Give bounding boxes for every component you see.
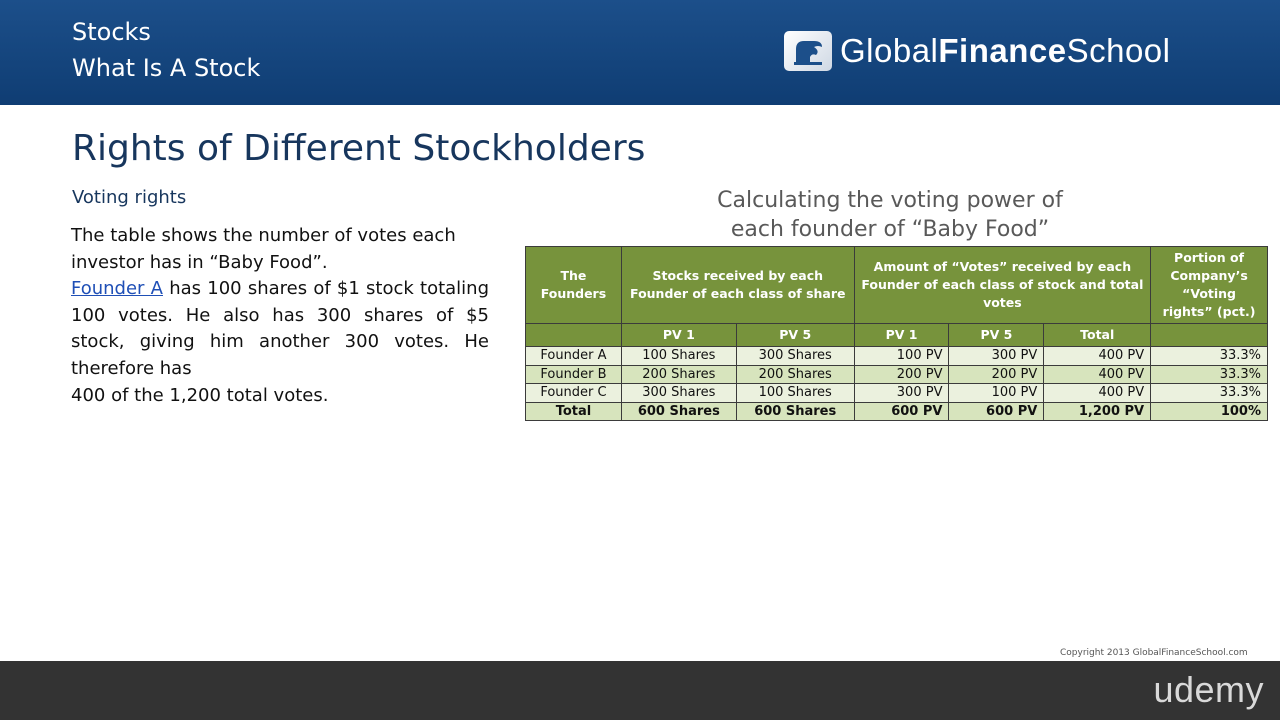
explanation-paragraph: The table shows the number of votes each… [71,223,489,409]
cell-pv5-votes: 200 PV [948,364,1045,384]
slide-title: Rights of Different Stockholders [72,128,646,169]
cell-founder: Founder B [525,364,622,384]
caption-line-1: Calculating the voting power of [717,188,1063,213]
subheader-empty-2 [1150,323,1268,347]
cell-pv5-shares: 300 Shares [735,346,855,366]
global-finance-school-logo: GlobalFinanceSchool [784,30,1171,72]
cell-founder: Founder A [525,346,622,366]
cell-total-votes: 400 PV [1043,364,1152,384]
table-row: Founder B 200 Shares 200 Shares 200 PV 2… [525,364,1268,384]
para-line-2: investor has in “Baby Food”. [71,251,328,273]
video-footer-bar: udemy [0,661,1280,720]
table-subheader-row: PV 1 PV 5 PV 1 PV 5 Total [525,323,1268,347]
header-founders: The Founders [525,246,622,324]
para-line-1: The table shows the number of votes each [71,225,456,246]
total-pv1-votes: 600 PV [853,401,950,421]
table-caption: Calculating the voting power of each fou… [680,186,1100,244]
udemy-logo: udemy [1153,669,1264,710]
cell-pv1-shares: 100 Shares [620,346,737,366]
cell-pv5-votes: 100 PV [948,383,1045,403]
total-pv5-votes: 600 PV [948,401,1045,421]
total-label: Total [525,401,622,421]
cell-portion: 33.3% [1150,346,1268,366]
cell-pv5-votes: 300 PV [948,346,1045,366]
course-title: Stocks [72,18,151,46]
cell-total-votes: 400 PV [1043,346,1152,366]
table-row: Founder A 100 Shares 300 Shares 100 PV 3… [525,346,1268,366]
total-pv1-shares: 600 Shares [620,401,737,421]
cell-pv1-votes: 200 PV [853,364,950,384]
logo-word-global: Global [840,32,939,69]
tree-logo-icon [784,31,832,71]
subheader-pv5-votes: PV 5 [948,323,1045,347]
cell-pv1-shares: 300 Shares [620,383,737,403]
founder-a-link[interactable]: Founder A [71,278,163,300]
voting-power-table: The Founders Stocks received by each Fou… [525,246,1268,421]
logo-wordmark: GlobalFinanceSchool [840,32,1171,70]
table-row: Founder C 300 Shares 100 Shares 300 PV 1… [525,383,1268,403]
table-total-row: Total 600 Shares 600 Shares 600 PV 600 P… [525,401,1268,421]
slide-subtitle: Voting rights [72,187,187,208]
header-votes: Amount of “Votes” received by each Found… [853,246,1152,324]
cell-pv1-votes: 100 PV [853,346,950,366]
copyright-notice: Copyright 2013 GlobalFinanceSchool.com [1060,648,1248,658]
cell-total-votes: 400 PV [1043,383,1152,403]
subheader-total-votes: Total [1043,323,1152,347]
subheader-pv5-shares: PV 5 [735,323,855,347]
lesson-title: What Is A Stock [72,54,261,82]
para-body: Founder A has 100 shares of $1 stock tot… [71,276,489,382]
cell-pv5-shares: 100 Shares [735,383,855,403]
cell-portion: 33.3% [1150,383,1268,403]
cell-founder: Founder C [525,383,622,403]
subheader-pv1-shares: PV 1 [620,323,737,347]
logo-word-finance: Finance [938,32,1067,69]
cell-pv1-votes: 300 PV [853,383,950,403]
cell-pv5-shares: 200 Shares [735,364,855,384]
header-portion: Portion of Company’s “Voting rights” (pc… [1150,246,1268,324]
total-pv5-shares: 600 Shares [735,401,855,421]
caption-line-2: each founder of “Baby Food” [730,217,1050,242]
subheader-pv1-votes: PV 1 [853,323,950,347]
cell-pv1-shares: 200 Shares [620,364,737,384]
total-votes: 1,200 PV [1043,401,1152,421]
para-after-link: has 100 shares of $1 stock totaling 100 … [71,278,489,379]
logo-word-school: School [1066,32,1171,69]
para-last-line: 400 of the 1,200 total votes. [71,384,329,406]
total-portion: 100% [1150,401,1268,421]
header-stocks: Stocks received by each Founder of each … [620,246,855,324]
table-header-row: The Founders Stocks received by each Fou… [525,246,1268,324]
subheader-empty [525,323,622,347]
cell-portion: 33.3% [1150,364,1268,384]
slide-header: Stocks What Is A Stock GlobalFinanceScho… [0,0,1280,105]
